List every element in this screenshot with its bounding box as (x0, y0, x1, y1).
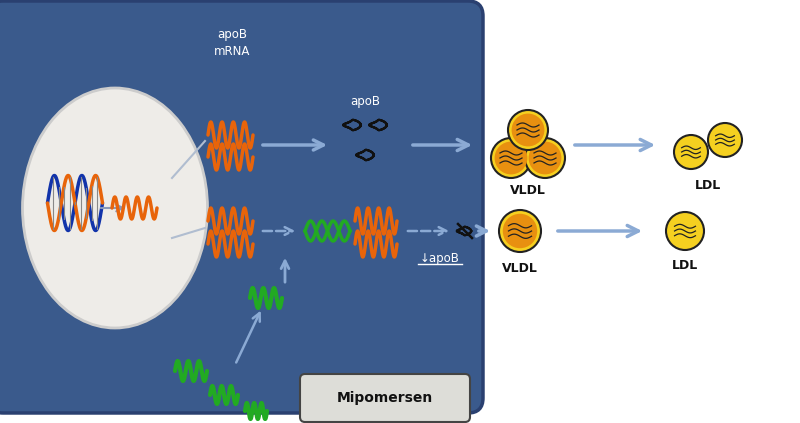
Circle shape (508, 110, 548, 150)
Circle shape (666, 212, 704, 250)
Text: LDL: LDL (695, 179, 721, 192)
Text: VLDL: VLDL (502, 261, 538, 275)
Circle shape (525, 138, 565, 178)
Ellipse shape (22, 88, 207, 328)
Text: apoB: apoB (350, 94, 380, 107)
Text: LDL: LDL (672, 258, 698, 272)
Circle shape (494, 142, 527, 174)
Circle shape (512, 114, 544, 146)
Text: VLDL: VLDL (510, 184, 546, 197)
Circle shape (529, 142, 562, 174)
Circle shape (491, 138, 531, 178)
Circle shape (502, 214, 538, 248)
FancyBboxPatch shape (0, 1, 483, 413)
Circle shape (711, 126, 739, 154)
Circle shape (708, 123, 742, 157)
Circle shape (674, 135, 708, 169)
Circle shape (670, 215, 701, 247)
Text: ↓apoB: ↓apoB (420, 252, 460, 264)
Circle shape (677, 138, 705, 166)
Text: apoB
mRNA: apoB mRNA (214, 28, 250, 58)
Circle shape (499, 210, 541, 252)
Text: Mipomersen: Mipomersen (337, 391, 433, 405)
FancyBboxPatch shape (300, 374, 470, 422)
